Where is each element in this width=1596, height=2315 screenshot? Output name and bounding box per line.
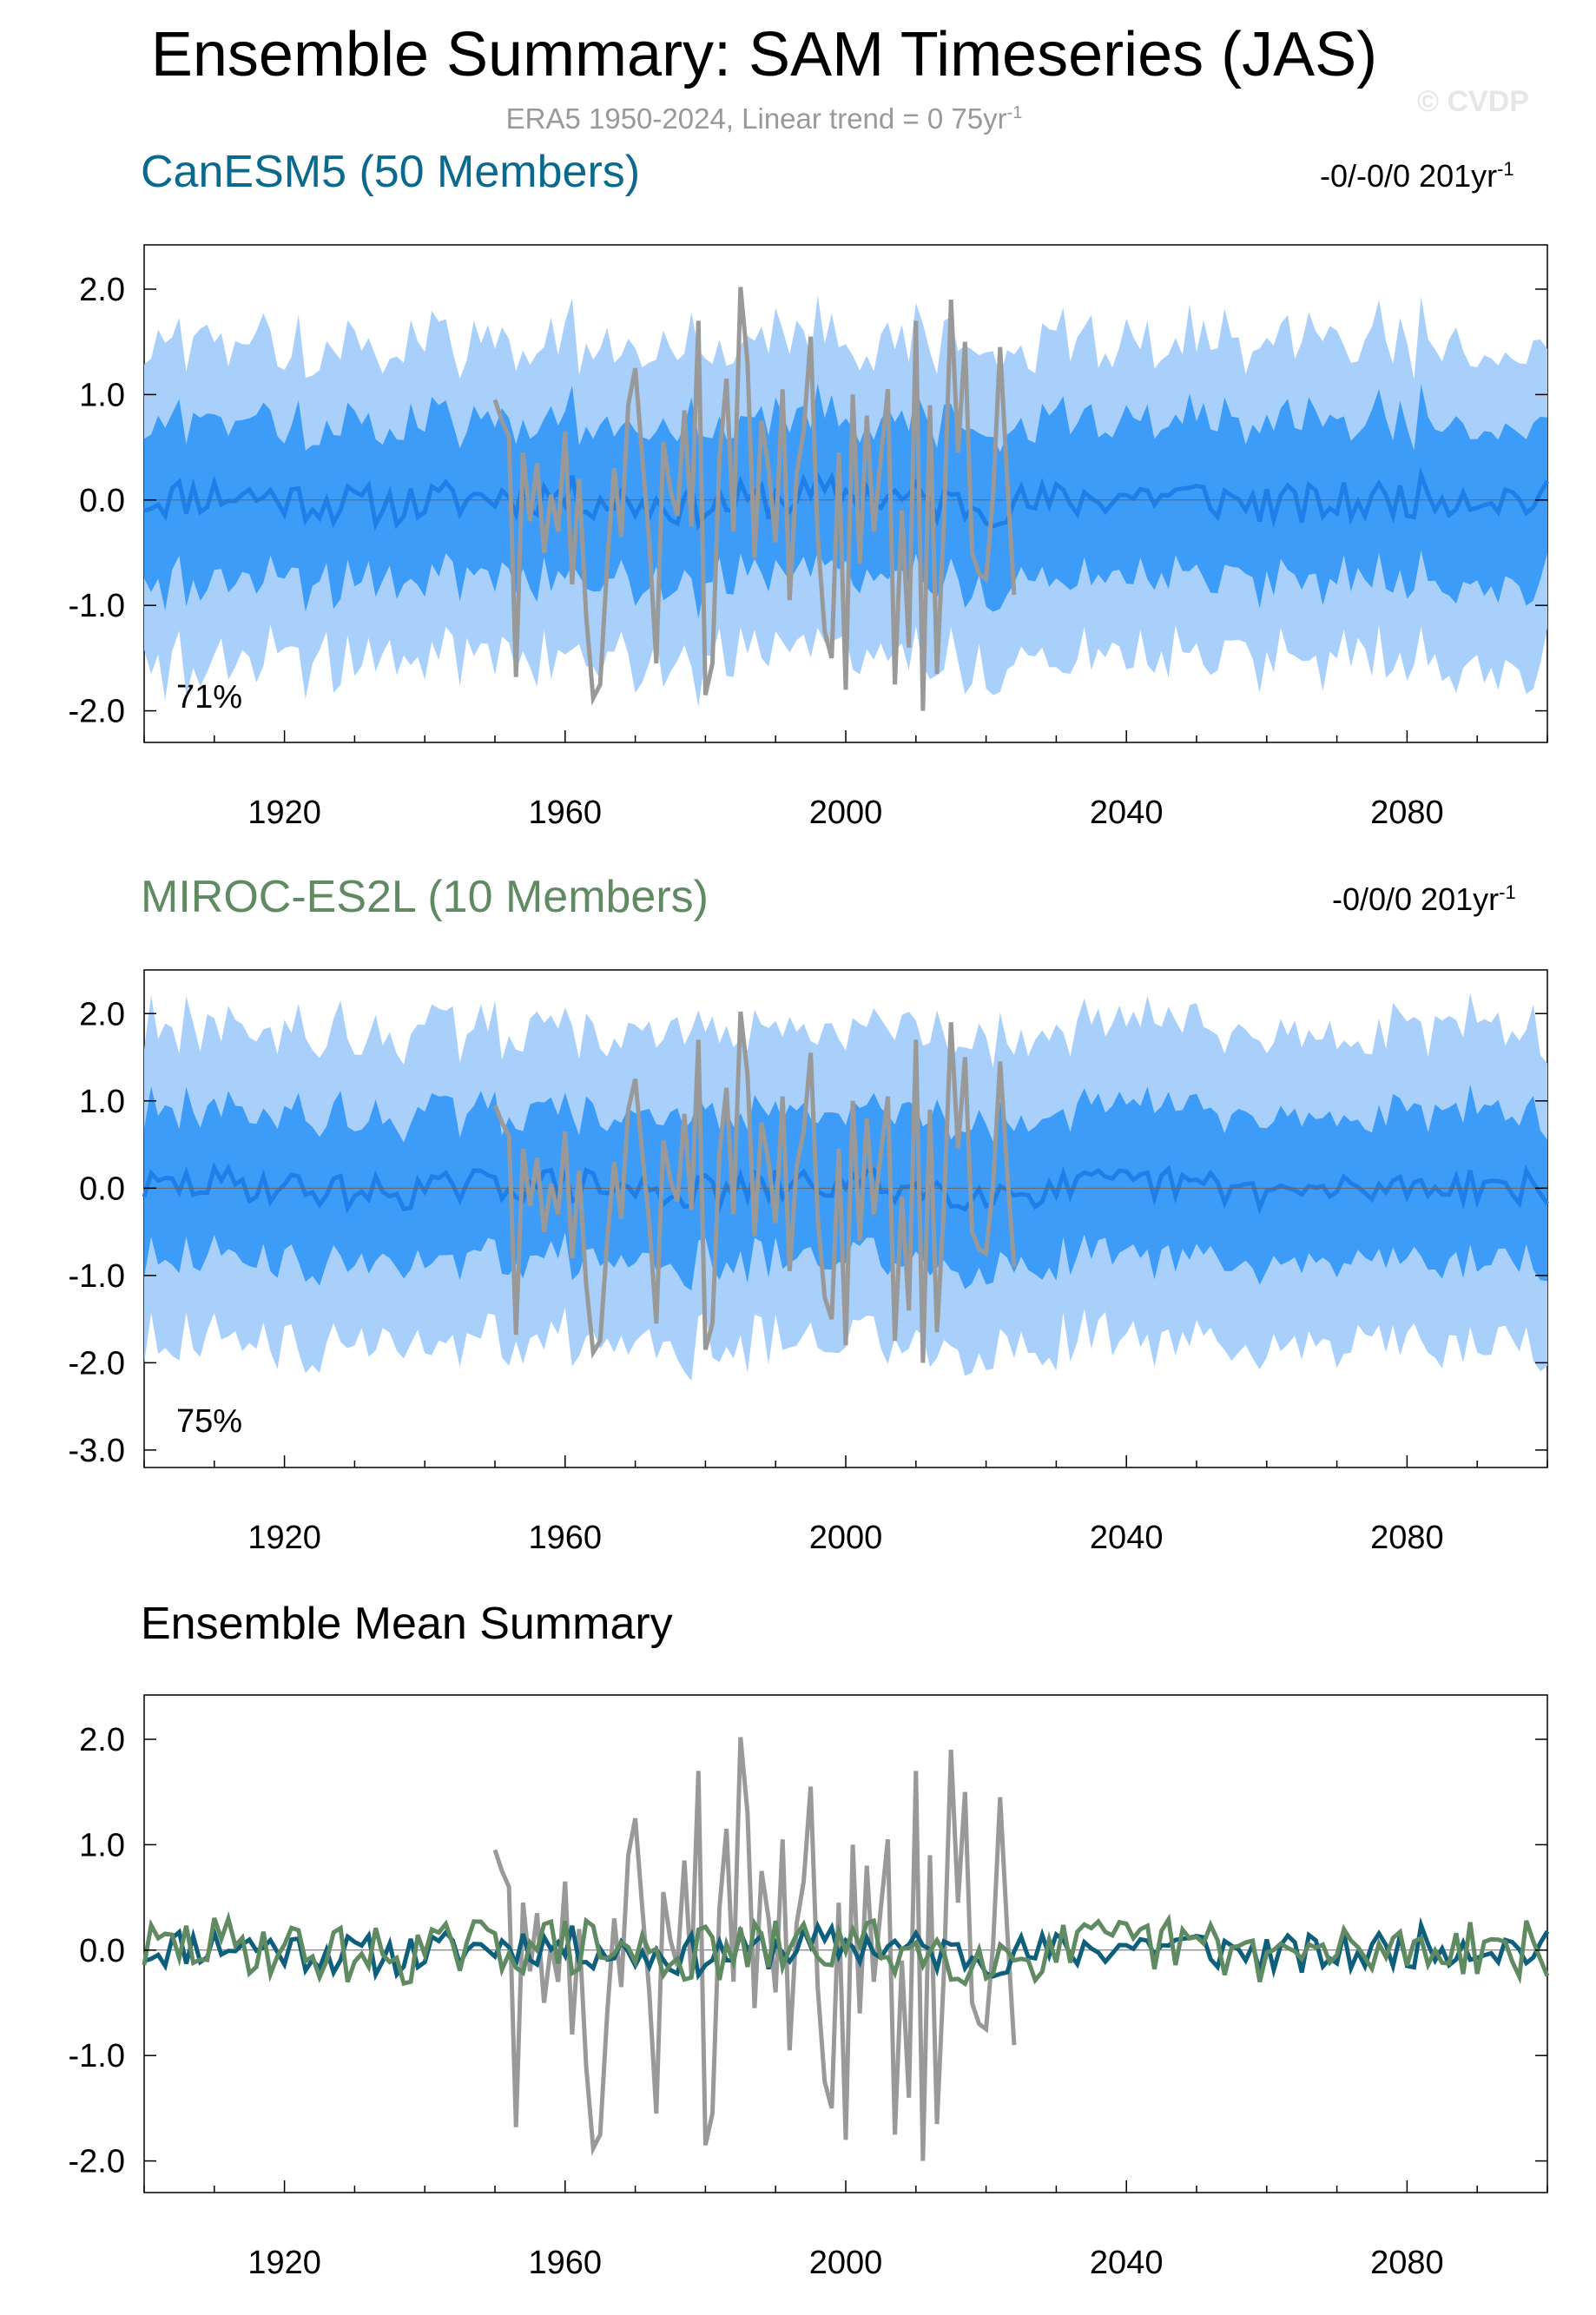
y-tick-label: 1.0 [79,1084,125,1120]
y-tick-label: 2.0 [79,996,125,1032]
y-tick-label: -1.0 [69,588,125,624]
y-tick-label: 2.0 [79,272,125,308]
x-tick-label: 2000 [809,2245,883,2281]
y-tick-label: -2.0 [69,1345,125,1382]
x-tick-label: 1920 [247,1520,321,1556]
x-tick-label: 1920 [247,2245,321,2281]
x-tick-label: 2040 [1090,795,1164,831]
y-tick-label: 0.0 [79,1933,125,1969]
x-tick-label: 1960 [529,2245,603,2281]
x-tick-label: 2080 [1370,2245,1444,2281]
x-tick-label: 2040 [1090,1520,1164,1556]
miroc-mean-line [144,1918,1547,1984]
y-tick-label: -3.0 [69,1433,125,1469]
y-tick-label: -2.0 [69,694,125,730]
y-tick-label: 1.0 [79,377,125,413]
x-tick-label: 2040 [1090,2245,1164,2281]
y-tick-label: 0.0 [79,483,125,519]
x-tick-label: 2000 [809,795,883,831]
y-tick-label: 1.0 [79,1827,125,1863]
y-tick-label: -1.0 [69,2038,125,2074]
x-tick-label: 1960 [529,795,603,831]
y-tick-label: -2.0 [69,2144,125,2180]
x-tick-label: 1920 [247,795,321,831]
x-tick-label: 1960 [529,1520,603,1556]
y-tick-label: 0.0 [79,1171,125,1207]
x-tick-label: 2000 [809,1520,883,1556]
x-tick-label: 2080 [1370,795,1444,831]
y-tick-label: 2.0 [79,1722,125,1758]
y-tick-label: -1.0 [69,1258,125,1295]
era5-line [495,1738,1014,2161]
x-tick-label: 2080 [1370,1520,1444,1556]
